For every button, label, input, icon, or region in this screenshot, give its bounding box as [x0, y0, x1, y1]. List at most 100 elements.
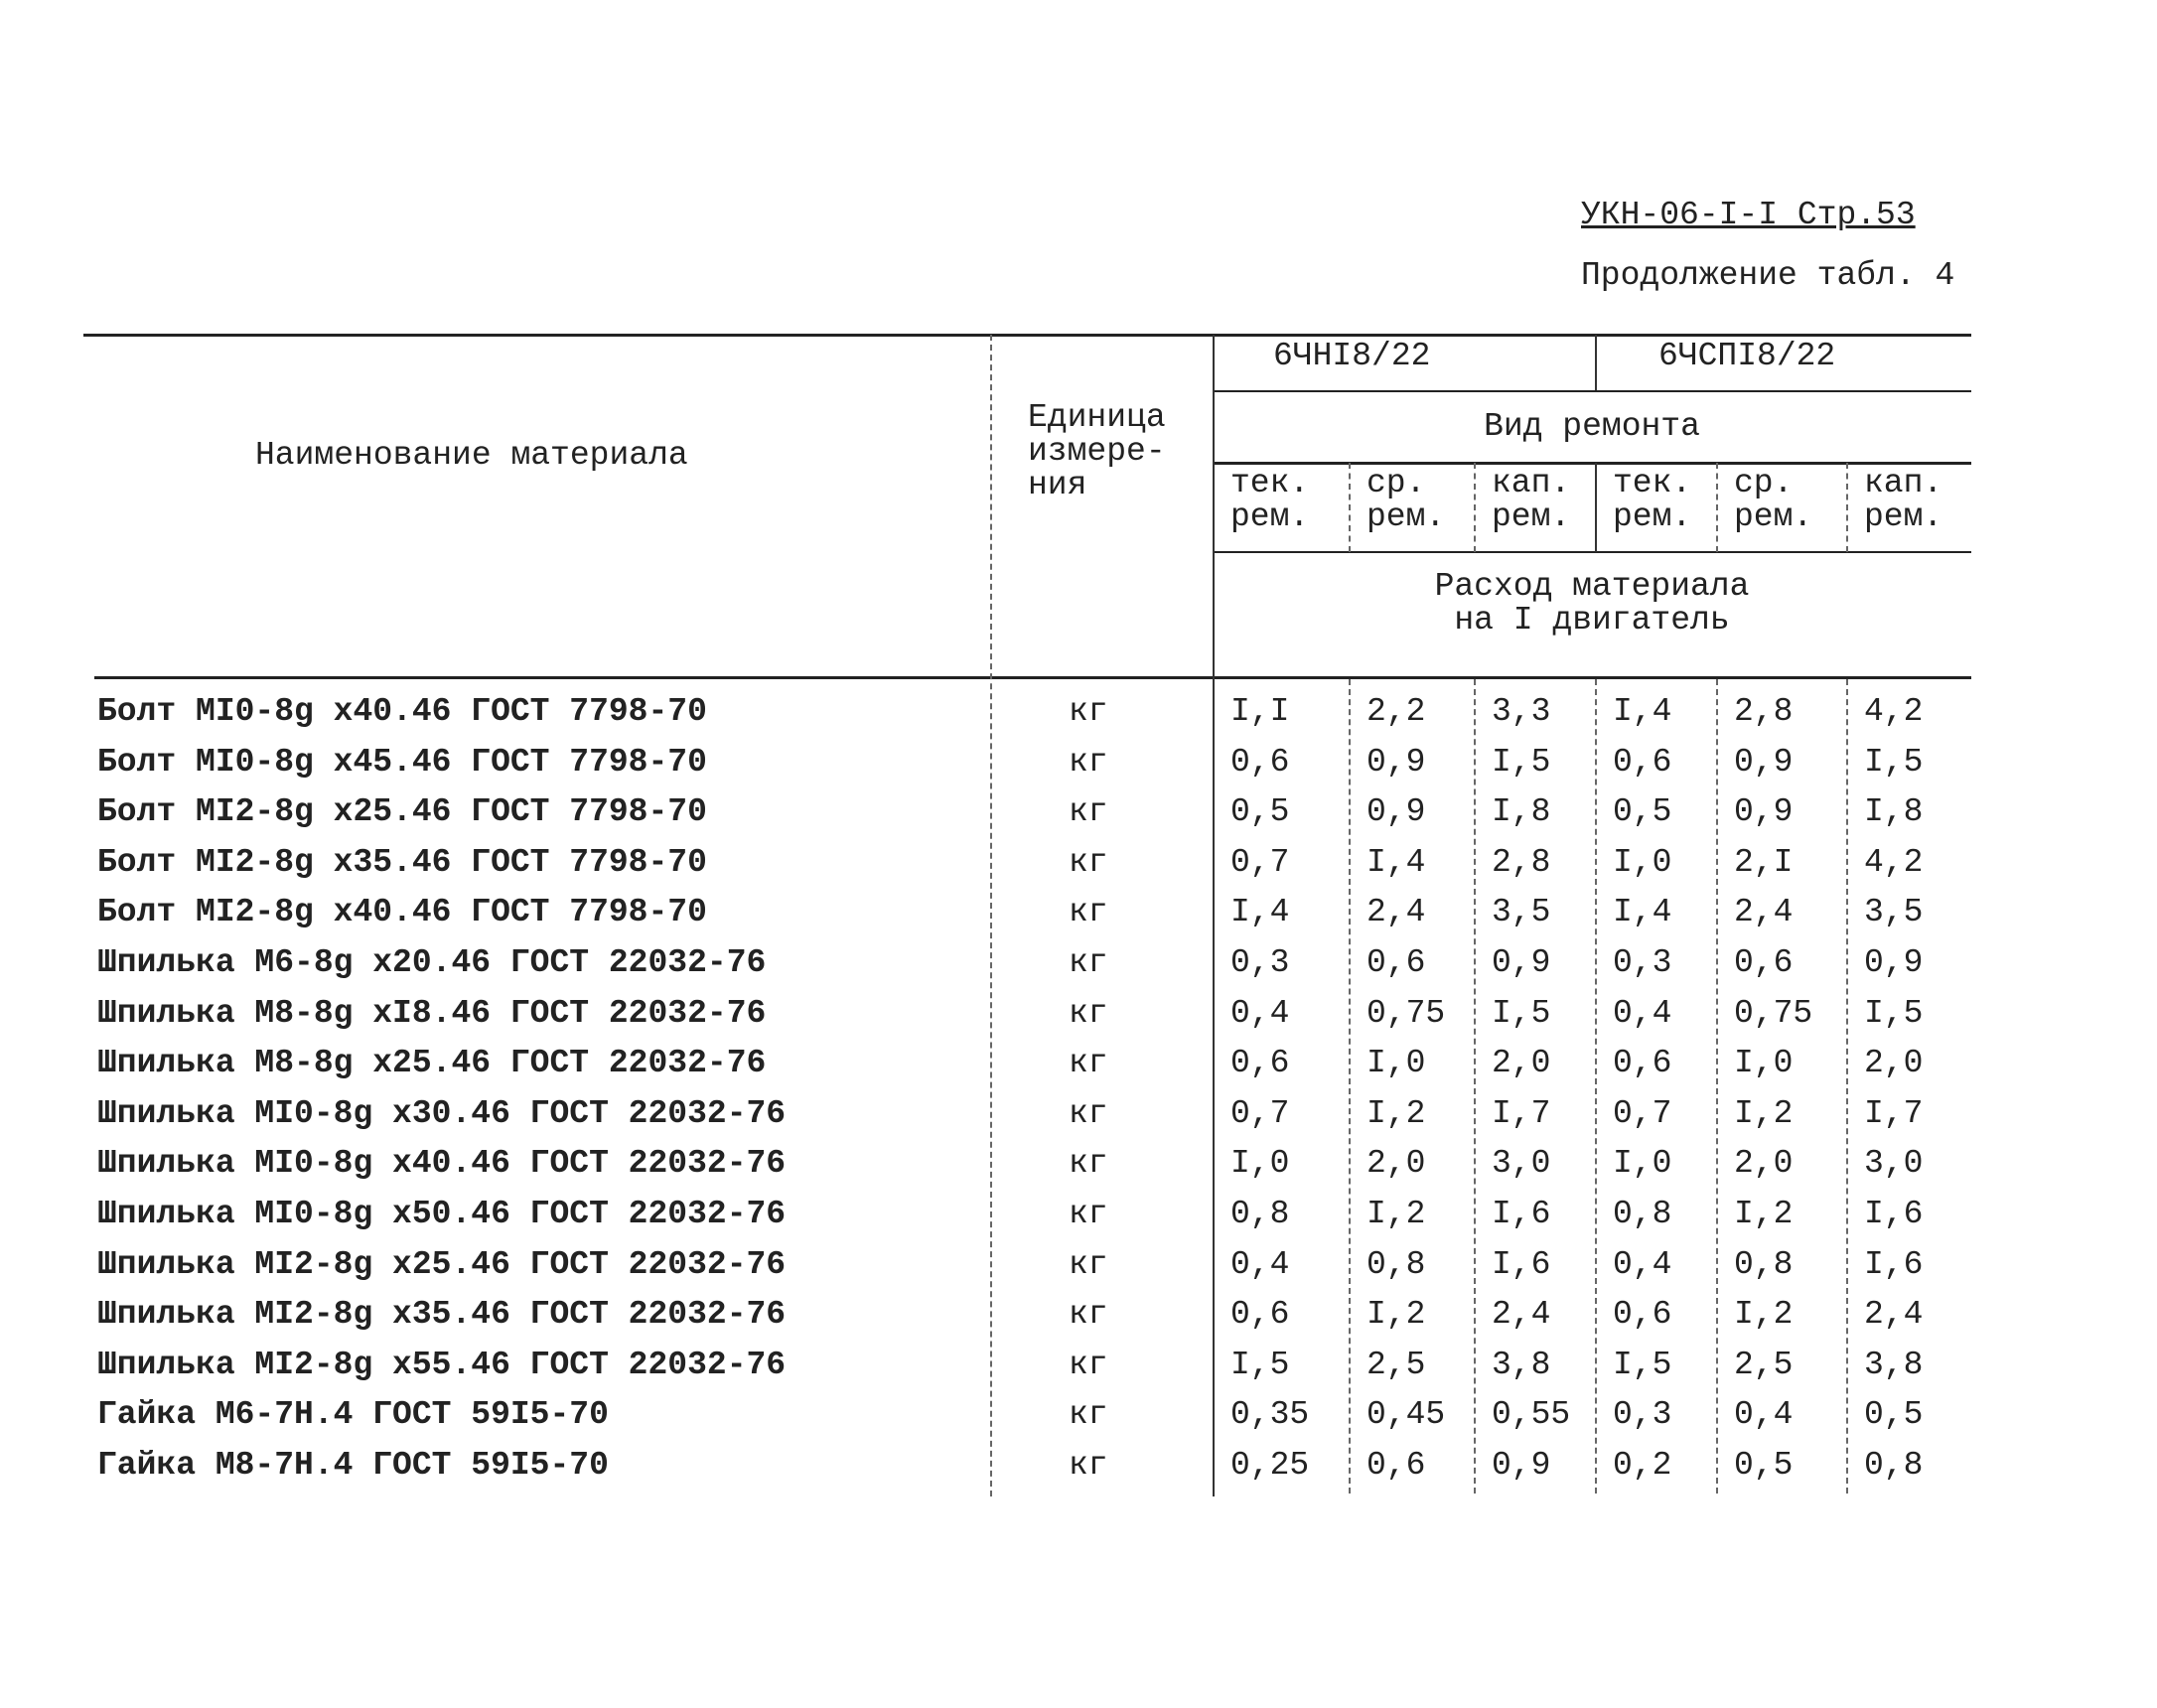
material: Шпилька MI0-8g x50.46 ГОСТ 22032-76	[97, 1196, 787, 1232]
material: Болт MI0-8g x45.46 ГОСТ 7798-70	[97, 743, 707, 781]
unit: кг	[1069, 1045, 1108, 1082]
value: 0,35	[1230, 1396, 1310, 1434]
value: 0,6	[1613, 1296, 1672, 1334]
value: 2,5	[1734, 1346, 1794, 1383]
value: I,2	[1734, 1296, 1794, 1334]
value: 2,0	[1864, 1045, 1924, 1082]
unit: кг	[1069, 1296, 1108, 1334]
col-line	[1474, 463, 1476, 552]
value: 0,7	[1230, 843, 1290, 881]
material: Шпилька MI2-8g x55.46 ГОСТ 22032-76	[97, 1346, 787, 1383]
col-name: Наименование материала	[255, 437, 688, 474]
value: 3,0	[1864, 1145, 1924, 1183]
rule	[94, 676, 1971, 679]
value: 0,75	[1366, 994, 1446, 1032]
value: 0,7	[1613, 1094, 1672, 1132]
repair-head: тек. рем.	[1613, 465, 1692, 535]
value: I,5	[1492, 994, 1551, 1032]
unit: кг	[1069, 1396, 1108, 1434]
value: 0,9	[1492, 1447, 1551, 1484]
value: 2,5	[1366, 1346, 1426, 1383]
value: 3,5	[1492, 894, 1551, 931]
rule	[1213, 390, 1971, 392]
value: 0,8	[1366, 1245, 1426, 1283]
engine: 6ЧНI8/22	[1273, 338, 1431, 374]
value: I,6	[1864, 1245, 1924, 1283]
consumption: Расход материала на I двигатель	[1434, 568, 1750, 639]
value: I,7	[1492, 1094, 1551, 1132]
value: I,2	[1366, 1094, 1426, 1132]
value: I,7	[1864, 1094, 1924, 1132]
col-line	[1349, 679, 1351, 1494]
material: Болт MI0-8g x40.46 ГОСТ 7798-70	[97, 693, 707, 730]
unit: кг	[1069, 1346, 1108, 1383]
value: 3,8	[1492, 1346, 1551, 1383]
value: 2,8	[1734, 693, 1794, 730]
value: 2,0	[1734, 1145, 1794, 1183]
col-line	[1716, 679, 1718, 1494]
unit: кг	[1069, 944, 1108, 981]
value: 3,5	[1864, 894, 1924, 931]
repair-head: тек. рем.	[1230, 465, 1310, 535]
value: I,4	[1613, 693, 1672, 730]
col-line	[1213, 335, 1215, 1496]
value: I,4	[1366, 843, 1426, 881]
repair-head: ср. рем.	[1366, 465, 1446, 535]
value: 2,2	[1366, 693, 1426, 730]
engine: 6ЧСПI8/22	[1658, 338, 1836, 374]
material: Болт MI2-8g x35.46 ГОСТ 7798-70	[97, 843, 707, 881]
value: I,0	[1613, 843, 1672, 881]
unit: кг	[1069, 894, 1108, 931]
value: I,0	[1230, 1145, 1290, 1183]
material: Шпилька MI2-8g x25.46 ГОСТ 22032-76	[97, 1245, 787, 1283]
value: I,0	[1366, 1045, 1426, 1082]
value: I,4	[1613, 894, 1672, 931]
value: I,2	[1366, 1196, 1426, 1232]
value: 0,4	[1613, 1245, 1672, 1283]
value: I,4	[1230, 894, 1290, 931]
value: 0,6	[1230, 1296, 1290, 1334]
value: 0,9	[1864, 944, 1924, 981]
value: 0,3	[1230, 944, 1290, 981]
rule	[1213, 462, 1971, 465]
value: 0,3	[1613, 944, 1672, 981]
material: Шпилька MI2-8g x35.46 ГОСТ 22032-76	[97, 1296, 787, 1334]
unit: кг	[1069, 1145, 1108, 1183]
unit: кг	[1069, 1447, 1108, 1484]
value: I,5	[1613, 1346, 1672, 1383]
value: I,0	[1613, 1145, 1672, 1183]
value: 0,9	[1366, 793, 1426, 831]
value: 0,2	[1613, 1447, 1672, 1484]
material: Гайка M6-7H.4 ГОСТ 59I5-70	[97, 1396, 609, 1434]
value: 0,6	[1734, 944, 1794, 981]
value: I,2	[1366, 1296, 1426, 1334]
value: 0,6	[1613, 743, 1672, 781]
rule	[1213, 551, 1971, 553]
rule	[83, 334, 1971, 337]
value: 2,0	[1492, 1045, 1551, 1082]
value: 0,5	[1613, 793, 1672, 831]
material: Шпилька M8-8g xI8.46 ГОСТ 22032-76	[97, 994, 767, 1032]
value: 0,8	[1230, 1196, 1290, 1232]
value: I,0	[1734, 1045, 1794, 1082]
value: 2,8	[1492, 843, 1551, 881]
value: 0,8	[1613, 1196, 1672, 1232]
col-unit: Единица измере- ния	[1028, 399, 1166, 503]
value: 0,6	[1366, 944, 1426, 981]
value: 0,75	[1734, 994, 1813, 1032]
value: I,6	[1492, 1196, 1551, 1232]
value: I,5	[1492, 743, 1551, 781]
material: Гайка M8-7H.4 ГОСТ 59I5-70	[97, 1447, 609, 1484]
value: 2,4	[1492, 1296, 1551, 1334]
value: 0,9	[1734, 793, 1794, 831]
repair-head: кап. рем.	[1864, 465, 1943, 535]
value: 2,I	[1734, 843, 1794, 881]
continuation: Продолжение табл. 4	[1581, 257, 1955, 294]
value: 3,0	[1492, 1145, 1551, 1183]
value: 0,4	[1734, 1396, 1794, 1434]
value: I,5	[1864, 994, 1924, 1032]
value: 0,9	[1492, 944, 1551, 981]
value: 3,8	[1864, 1346, 1924, 1383]
material: Болт MI2-8g x40.46 ГОСТ 7798-70	[97, 894, 707, 931]
